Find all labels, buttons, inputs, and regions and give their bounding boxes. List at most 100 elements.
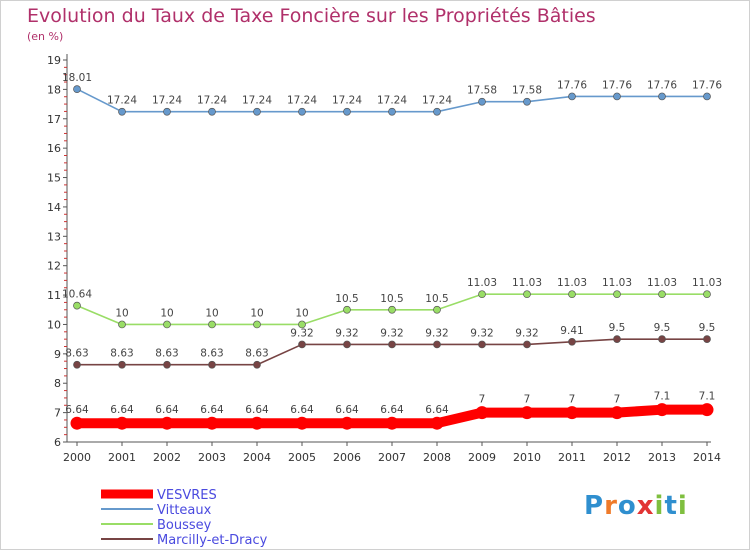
data-label: 7 — [614, 394, 621, 406]
data-point — [250, 416, 264, 430]
x-tick-label: 2010 — [513, 451, 541, 464]
data-point — [73, 360, 81, 369]
data-point — [118, 107, 126, 116]
logo-letter: r — [604, 491, 618, 521]
data-label: 9.32 — [335, 327, 358, 339]
data-point — [478, 340, 486, 349]
x-tick-label: 2003 — [198, 451, 226, 464]
data-label: 6.64 — [245, 404, 269, 416]
data-label: 11.03 — [692, 277, 722, 289]
data-point — [568, 337, 576, 346]
data-point — [163, 320, 171, 329]
y-tick-label: 18 — [47, 83, 61, 96]
y-tick-label: 8 — [54, 377, 61, 390]
data-point — [523, 340, 531, 349]
data-label: 10 — [115, 307, 128, 319]
data-label: 8.63 — [245, 348, 268, 360]
data-label: 18.01 — [62, 72, 92, 84]
data-point — [253, 320, 261, 329]
data-label: 7.1 — [654, 391, 671, 403]
logo-letter: x — [636, 491, 655, 521]
data-point — [163, 360, 171, 369]
data-point — [340, 416, 354, 430]
data-label: 10 — [295, 307, 308, 319]
data-label: 6.64 — [200, 404, 224, 416]
data-label: 10 — [160, 307, 173, 319]
data-point — [565, 406, 579, 420]
logo-letter: P — [584, 491, 605, 521]
data-label: 9.32 — [515, 327, 538, 339]
x-tick-label: 2006 — [333, 451, 361, 464]
data-point — [433, 107, 441, 116]
x-tick-label: 2008 — [423, 451, 451, 464]
data-point — [703, 335, 711, 344]
data-label: 17.58 — [512, 85, 542, 97]
data-label: 6.64 — [425, 404, 449, 416]
data-label: 17.24 — [107, 95, 137, 107]
data-point — [613, 92, 621, 101]
data-point — [655, 403, 669, 417]
x-tick-label: 2000 — [63, 451, 91, 464]
data-label: 17.76 — [602, 79, 632, 91]
data-point — [610, 406, 624, 420]
y-tick-label: 10 — [47, 318, 61, 331]
data-label: 17.76 — [647, 79, 677, 91]
data-label: 6.64 — [335, 404, 359, 416]
data-point — [298, 107, 306, 116]
logo-letter: o — [617, 491, 637, 521]
data-point — [343, 340, 351, 349]
data-point — [478, 97, 486, 106]
data-point — [613, 335, 621, 344]
data-label: 17.24 — [422, 95, 452, 107]
data-point — [70, 416, 84, 430]
x-tick-label: 2004 — [243, 451, 271, 464]
data-label: 9.5 — [609, 322, 626, 334]
data-point — [73, 85, 81, 93]
data-label: 9.41 — [560, 325, 583, 337]
y-tick-label: 16 — [47, 142, 61, 155]
y-tick-label: 14 — [47, 201, 61, 214]
y-tick-label: 6 — [54, 436, 61, 449]
data-point — [613, 290, 621, 299]
data-point — [475, 406, 489, 420]
x-tick-label: 2001 — [108, 451, 136, 464]
data-point — [298, 340, 306, 349]
data-label: 10 — [205, 307, 218, 319]
data-point — [118, 360, 126, 369]
data-point — [388, 305, 396, 314]
data-point — [430, 416, 444, 430]
data-label: 6.64 — [110, 404, 134, 416]
data-label: 11.03 — [647, 277, 677, 289]
data-label: 17.24 — [152, 95, 182, 107]
data-point — [703, 92, 711, 101]
x-tick-label: 2005 — [288, 451, 316, 464]
data-label: 10.5 — [380, 293, 403, 305]
data-label: 9.32 — [470, 327, 493, 339]
y-tick-label: 19 — [47, 54, 61, 67]
data-label: 8.63 — [155, 348, 178, 360]
data-point — [208, 320, 216, 329]
chart-title: Evolution du Taux de Taxe Foncière sur l… — [27, 5, 596, 27]
data-point — [388, 340, 396, 349]
data-label: 7 — [524, 394, 531, 406]
data-label: 9.32 — [290, 327, 313, 339]
data-label: 9.32 — [380, 327, 403, 339]
data-point — [568, 290, 576, 299]
data-label: 17.58 — [467, 85, 497, 97]
data-point — [295, 416, 309, 430]
chart-axes: 6 7 8 9 10 11 12 13 14 15 16 17 18 19 2000 2001 2002 2003… — [47, 54, 721, 464]
data-point — [343, 107, 351, 116]
data-point — [208, 107, 216, 116]
data-label: 17.76 — [692, 79, 722, 91]
data-point — [388, 107, 396, 116]
legend-label: Marcilly-et-Dracy — [157, 533, 268, 548]
proxiti-logo: Proxiti — [584, 491, 688, 521]
y-tick-label: 15 — [47, 172, 61, 185]
data-label: 9.32 — [425, 327, 448, 339]
data-label: 17.24 — [197, 95, 227, 107]
data-point — [568, 92, 576, 101]
data-point — [433, 305, 441, 314]
data-point — [253, 107, 261, 116]
